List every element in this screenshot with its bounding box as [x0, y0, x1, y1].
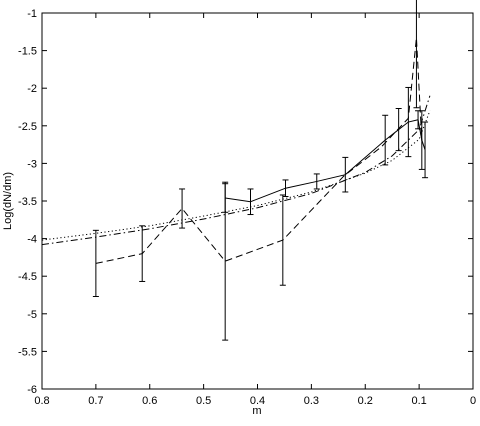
y-tick-label: -3.5	[18, 196, 37, 208]
x-tick-label: 0.2	[358, 395, 373, 407]
line	[41, 110, 431, 241]
y-tick-label: -3	[27, 158, 37, 170]
x-tick-label: 0.3	[304, 395, 319, 407]
y-tick-label: -2	[27, 83, 37, 95]
x-tick-label: 0.4	[250, 395, 265, 407]
line	[95, 37, 423, 264]
y-tick-label: -5	[27, 309, 37, 321]
x-tick-label: 0.1	[411, 395, 426, 407]
line	[41, 95, 431, 246]
y-axis-label: Log(dN/dm)	[2, 172, 14, 230]
y-tick-label: -4	[27, 234, 37, 246]
x-axis-label: m	[252, 405, 261, 417]
x-tick-label: 0.6	[142, 395, 157, 407]
x-tick-label: 0	[470, 395, 476, 407]
y-tick-label: -1	[27, 8, 37, 20]
y-tick-label: -1.5	[18, 46, 37, 58]
x-tick-label: 0.8	[34, 395, 49, 407]
y-tick-label: -4.5	[18, 271, 37, 283]
y-tick-label: -2.5	[18, 121, 37, 133]
y-tick-label: -6	[27, 384, 37, 396]
x-tick-label: 0.5	[196, 395, 211, 407]
y-tick-label: -5.5	[18, 346, 37, 358]
x-tick-label: 0.7	[88, 395, 103, 407]
